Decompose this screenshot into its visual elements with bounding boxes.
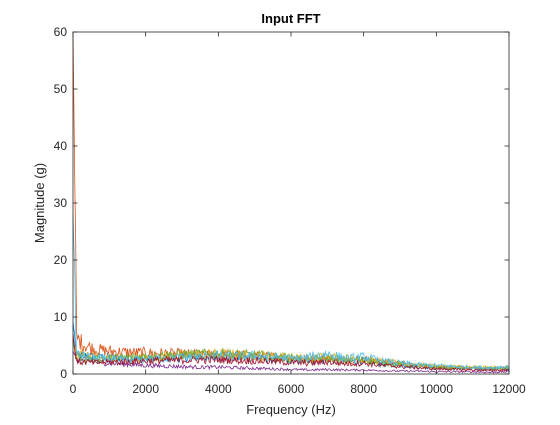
y-tick-label: 60 xyxy=(54,25,68,39)
y-tick-label: 50 xyxy=(54,82,68,96)
y-tick-label: 0 xyxy=(60,367,67,381)
series-line-6 xyxy=(72,214,510,371)
x-tick-label: 12000 xyxy=(492,382,526,396)
x-axis-label: Frequency (Hz) xyxy=(246,402,336,417)
plot-area xyxy=(73,32,509,374)
series-line-7 xyxy=(72,334,510,372)
x-tick-label: 0 xyxy=(70,382,77,396)
chart-title: Input FFT xyxy=(261,11,320,26)
y-axis-label: Magnitude (g) xyxy=(32,163,47,243)
y-tick-label: 30 xyxy=(54,196,68,210)
ticks-layer: 0 2000 4000 6000 8000 10000 12000 0 10 20 30 40 50 60 xyxy=(54,25,526,396)
x-tick-label: 8000 xyxy=(350,382,377,396)
x-tick-label: 10000 xyxy=(420,382,454,396)
series-layer xyxy=(72,31,510,374)
y-tick-label: 20 xyxy=(54,253,68,267)
x-tick-label: 6000 xyxy=(278,382,305,396)
y-tick-label: 40 xyxy=(54,139,68,153)
y-tick-label: 10 xyxy=(54,310,68,324)
x-tick-label: 4000 xyxy=(205,382,232,396)
series-line-5 xyxy=(72,339,510,371)
x-tick-label: 2000 xyxy=(132,382,159,396)
